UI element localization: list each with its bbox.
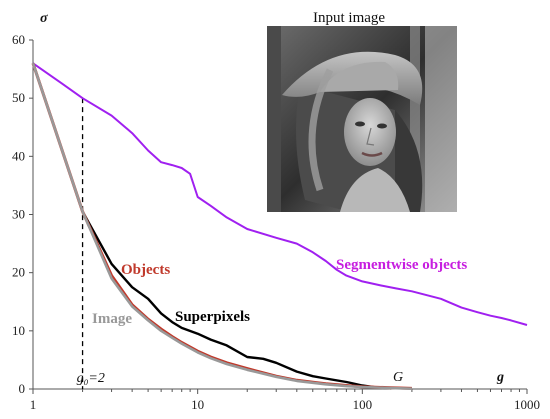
y-tick-label: 20 <box>12 265 25 280</box>
series-line-image <box>31 62 412 390</box>
y-axis-label: σ <box>40 11 48 26</box>
y-tick-group: 0 10 20 30 40 50 60 <box>12 32 33 396</box>
label-image: Image <box>92 311 132 327</box>
inset-image <box>267 26 457 212</box>
g0-label: g₀=2 <box>77 371 105 386</box>
series-group <box>31 62 528 390</box>
G-label: G <box>393 370 403 385</box>
y-tick-label: 60 <box>12 32 25 47</box>
x-tick-label: 10 <box>191 397 204 412</box>
y-tick-label: 30 <box>12 207 25 222</box>
x-tick-label: 1000 <box>514 397 540 412</box>
x-tick-group: 1 10 100 1000 <box>30 389 540 412</box>
x-tick-label: 100 <box>353 397 373 412</box>
label-superpixels: Superpixels <box>175 309 250 325</box>
y-tick-label: 40 <box>12 148 25 163</box>
label-objects: Objects <box>121 262 170 278</box>
x-tick-label: 1 <box>30 397 37 412</box>
label-segmentwise-objects: Segmentwise objects <box>336 257 467 273</box>
y-tick-label: 0 <box>19 381 26 396</box>
inset-title: Input image <box>313 10 385 26</box>
y-tick-label: 50 <box>12 90 25 105</box>
series-line-segmentwise-objects <box>32 62 528 326</box>
x-axis-label: g <box>496 370 504 385</box>
y-tick-label: 10 <box>12 323 25 338</box>
series-line-superpixels <box>31 62 392 390</box>
